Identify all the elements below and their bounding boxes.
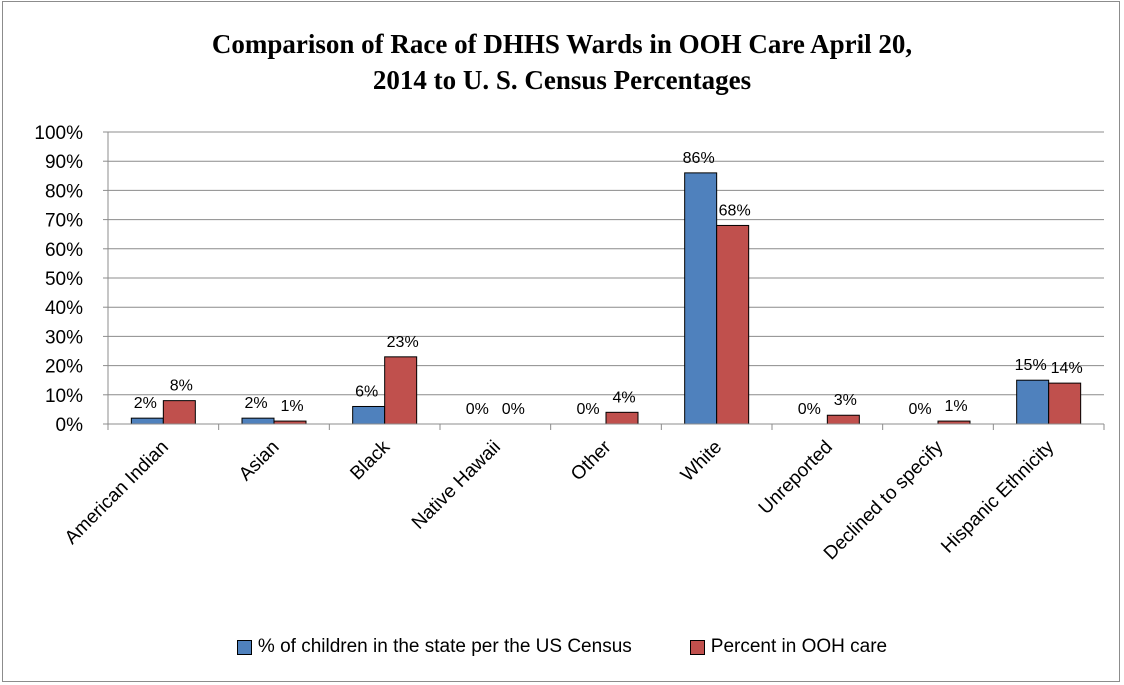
- y-tick-label: 40%: [45, 298, 83, 319]
- y-tick-label: 50%: [45, 269, 83, 290]
- gridlines: [108, 131, 1104, 396]
- chart-title: Comparison of Race of DHHS Wards in OOH …: [0, 26, 1124, 98]
- y-tick-label: 70%: [45, 211, 83, 232]
- x-tick-label: Native Hawaii: [408, 437, 505, 534]
- bar: [826, 414, 860, 425]
- bar: [1016, 379, 1050, 425]
- legend-label-ooh: Percent in OOH care: [710, 636, 888, 657]
- bar: [130, 417, 164, 425]
- data-label: 0%: [908, 401, 931, 418]
- y-tick-label: 0%: [56, 415, 84, 436]
- legend-item-census: % of children in the state per the US Ce…: [236, 636, 632, 658]
- x-tick-label: Unreported: [755, 437, 837, 519]
- y-tick-label: 30%: [45, 327, 83, 348]
- data-label: 2%: [244, 395, 267, 412]
- data-label: 4%: [612, 389, 635, 406]
- legend-label-census: % of children in the state per the US Ce…: [257, 636, 632, 657]
- x-tick-label: Other: [567, 436, 616, 485]
- bar: [716, 224, 750, 425]
- data-labels: 2% 8% 2% 1% 6% 23% 0% 0% 0% 4% 86% 68% 0% 3% 0% 1% 15% 14…: [134, 150, 1083, 418]
- x-tick-label: Declined to specify: [820, 436, 948, 564]
- bar: [1048, 382, 1082, 425]
- data-label: 0%: [576, 401, 599, 418]
- legend-item-ooh: Percent in OOH care: [689, 636, 888, 658]
- x-tick-label: Asian: [235, 437, 283, 485]
- bars: [130, 172, 1082, 425]
- bar: [684, 172, 718, 425]
- bar: [384, 356, 418, 425]
- data-label: 2%: [134, 395, 157, 412]
- data-label: 14%: [1051, 360, 1083, 377]
- data-label: 0%: [502, 401, 525, 418]
- data-label: 3%: [834, 392, 857, 409]
- x-tick-label: Hispanic Ethnicity: [937, 436, 1058, 557]
- data-label: 6%: [355, 383, 378, 400]
- legend-swatch-ooh: [689, 639, 705, 655]
- data-label: 1%: [280, 398, 303, 415]
- data-label: 68%: [719, 202, 751, 219]
- bar: [162, 400, 196, 425]
- bar: [241, 417, 275, 425]
- x-tick-label: Black: [346, 436, 394, 484]
- x-tick-label: American Indian: [61, 437, 173, 549]
- data-label: 8%: [170, 378, 193, 395]
- y-tick-label: 80%: [45, 181, 83, 202]
- data-label: 0%: [466, 401, 489, 418]
- y-tick-label: 100%: [34, 123, 83, 144]
- legend-swatch-census: [236, 639, 252, 655]
- y-tick-label: 60%: [45, 240, 83, 261]
- data-label: 1%: [944, 398, 967, 415]
- x-tick-label: White: [677, 437, 726, 486]
- y-tick-label: 90%: [45, 152, 83, 173]
- data-label: 0%: [798, 401, 821, 418]
- x-axis-tick-labels: American Indian Asian Black Native Hawaii Ot…: [61, 436, 1059, 564]
- chart-title-line-1: Comparison of Race of DHHS Wards in OOH …: [211, 29, 913, 59]
- data-label: 15%: [1015, 357, 1047, 374]
- bar: [605, 411, 639, 425]
- bar: [352, 405, 386, 425]
- legend: % of children in the state per the US Ce…: [0, 636, 1124, 658]
- data-label: 23%: [387, 334, 419, 351]
- y-axis-ticks: 0% 10% 20% 30% 40% 50% 60% 70% 80% 90% 100%: [34, 123, 83, 436]
- data-label: 86%: [683, 150, 715, 167]
- axes: [103, 131, 1105, 430]
- y-tick-label: 10%: [45, 386, 83, 407]
- chart-title-line-2: 2014 to U. S. Census Percentages: [372, 65, 752, 95]
- y-tick-label: 20%: [45, 357, 83, 378]
